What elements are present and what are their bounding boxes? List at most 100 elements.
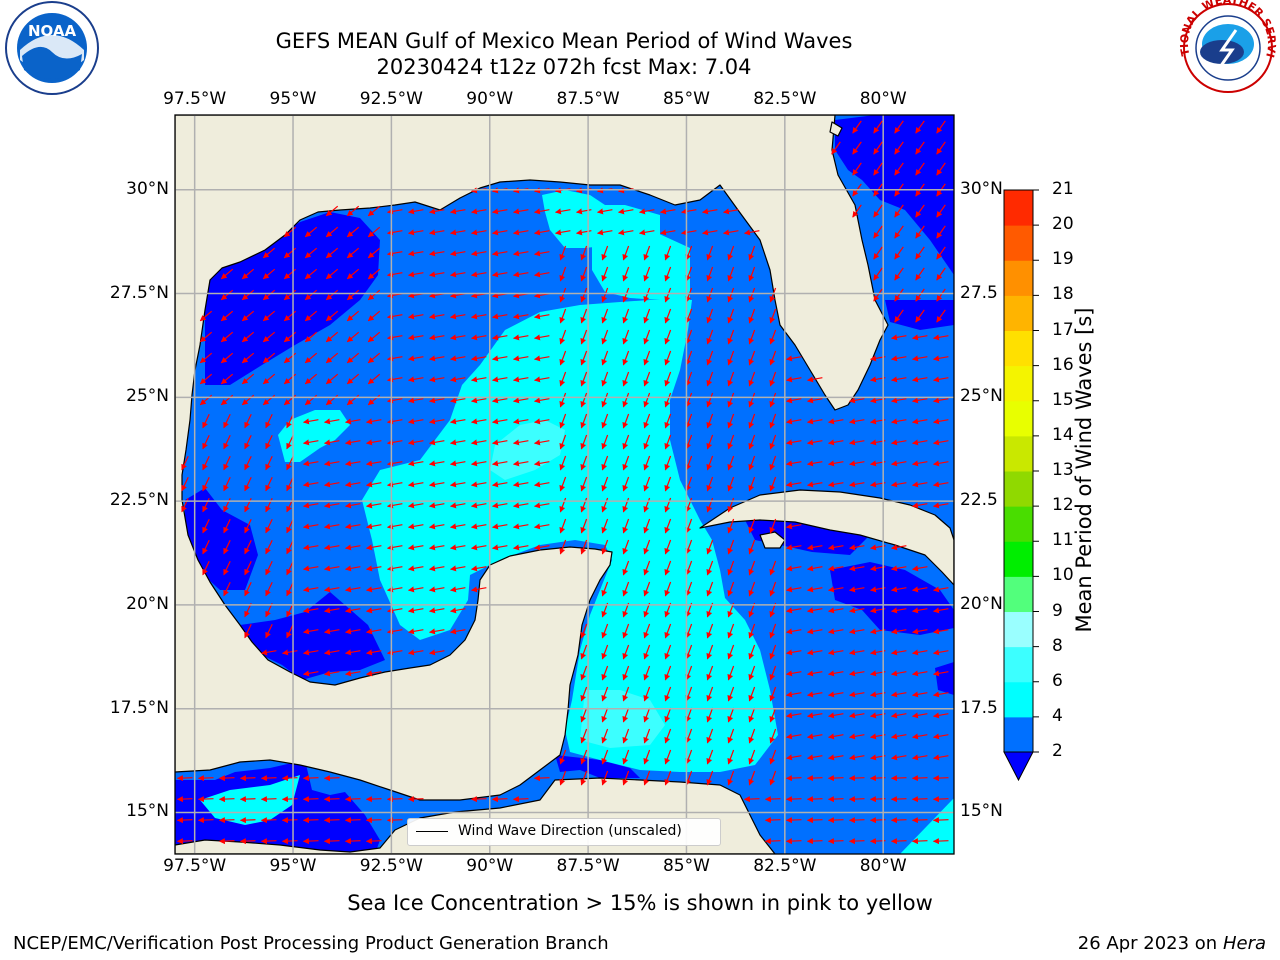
direction-arrow: [706, 581, 714, 597]
direction-arrow: [286, 518, 294, 534]
direction-arrow: [265, 413, 273, 429]
direction-arrow: [366, 628, 382, 635]
direction-arrow: [894, 225, 904, 239]
direction-arrow: [283, 310, 297, 322]
direction-arrow: [387, 460, 403, 467]
direction-arrow: [873, 288, 883, 302]
nws-logo-text: NATIONAL WEATHER SERVICE: [0, 0, 1278, 59]
direction-arrow: [365, 817, 382, 824]
direction-arrow: [471, 502, 487, 509]
direction-arrow: [471, 250, 487, 257]
direction-arrow: [304, 310, 318, 322]
direction-arrow: [241, 268, 255, 280]
tick-label: 20°N: [960, 593, 1003, 614]
direction-arrow: [513, 523, 529, 530]
direction-arrow: [622, 539, 630, 555]
direction-arrow: [618, 229, 634, 236]
direction-arrow: [852, 162, 862, 176]
direction-arrow: [643, 539, 651, 555]
direction-arrow: [849, 481, 865, 488]
direction-arrow: [408, 628, 424, 635]
tick-label: 97.5°W: [163, 856, 227, 876]
direction-arrow: [534, 313, 550, 320]
direction-arrow: [807, 586, 823, 593]
direction-arrow: [601, 497, 609, 513]
direction-arrow: [601, 308, 609, 324]
direction-arrow: [807, 481, 823, 488]
direction-arrow: [534, 397, 550, 404]
direction-arrow: [786, 670, 802, 677]
direction-arrow: [912, 628, 928, 635]
sea-ice-caption: Sea Ice Concentration > 15% is shown in …: [347, 891, 933, 915]
direction-arrow: [344, 796, 361, 803]
direction-arrow: [912, 418, 928, 425]
tick-label: 92.5°W: [359, 89, 423, 109]
direction-arrow: [828, 460, 844, 467]
direction-arrow: [429, 502, 445, 509]
direction-arrow: [828, 607, 844, 614]
direction-arrow: [239, 775, 256, 782]
direction-arrow: [513, 418, 529, 425]
direction-arrow: [786, 607, 802, 614]
direction-arrow: [324, 586, 340, 593]
direction-arrow: [324, 418, 340, 425]
colorbar-segment: [1004, 295, 1033, 332]
direction-arrow: [408, 649, 424, 656]
direction-arrow: [786, 712, 802, 719]
direction-arrow: [664, 770, 672, 786]
direction-arrow: [302, 796, 319, 803]
direction-arrow: [580, 518, 588, 534]
direction-arrow: [559, 434, 567, 450]
direction-arrow: [786, 586, 802, 593]
direction-arrow: [223, 434, 231, 450]
direction-arrow: [580, 623, 588, 639]
direction-arrow: [932, 796, 949, 803]
direction-arrow: [220, 310, 234, 322]
direction-arrow: [807, 712, 823, 719]
direction-arrow: [827, 838, 844, 845]
direction-arrow: [890, 838, 907, 845]
direction-arrow: [786, 481, 802, 488]
direction-arrow: [534, 460, 550, 467]
direction-arrow: [664, 455, 672, 471]
direction-arrow: [244, 434, 252, 450]
colorbar-tick-label: 18: [1052, 284, 1074, 305]
direction-arrow: [408, 544, 424, 551]
direction-arrow: [786, 691, 802, 698]
direction-arrow: [911, 817, 928, 824]
direction-arrow: [580, 266, 588, 282]
direction-arrow: [933, 733, 949, 740]
direction-arrow: [622, 644, 630, 660]
direction-arrow: [601, 455, 609, 471]
direction-arrow: [664, 350, 672, 366]
direction-arrow: [492, 544, 508, 551]
direction-arrow: [601, 686, 609, 702]
direction-arrow: [828, 733, 844, 740]
direction-arrow: [894, 141, 904, 155]
direction-arrow: [429, 481, 445, 488]
direction-arrow: [429, 355, 445, 362]
direction-arrow: [345, 670, 361, 677]
direction-arrow: [685, 308, 693, 324]
direction-arrow: [748, 413, 756, 429]
direction-arrow: [706, 749, 714, 765]
direction-arrow: [345, 460, 361, 467]
direction-arrow: [748, 539, 756, 555]
footer-date: 26 Apr 2023 on Hera: [1078, 933, 1266, 954]
direction-arrow: [891, 544, 907, 551]
direction-arrow: [325, 373, 339, 385]
direction-arrow: [727, 707, 735, 723]
direction-arrow: [597, 208, 613, 215]
direction-arrow: [891, 754, 907, 761]
direction-arrow: [244, 518, 252, 534]
direction-arrow: [323, 796, 340, 803]
direction-arrow: [303, 481, 319, 488]
direction-arrow: [827, 796, 844, 803]
direction-arrow: [244, 623, 252, 639]
tick-label: 22.5°N: [109, 490, 169, 511]
direction-arrow: [265, 581, 273, 597]
tick-label: 20°N: [126, 593, 169, 614]
direction-arrow: [601, 245, 609, 261]
direction-arrow: [202, 560, 210, 576]
